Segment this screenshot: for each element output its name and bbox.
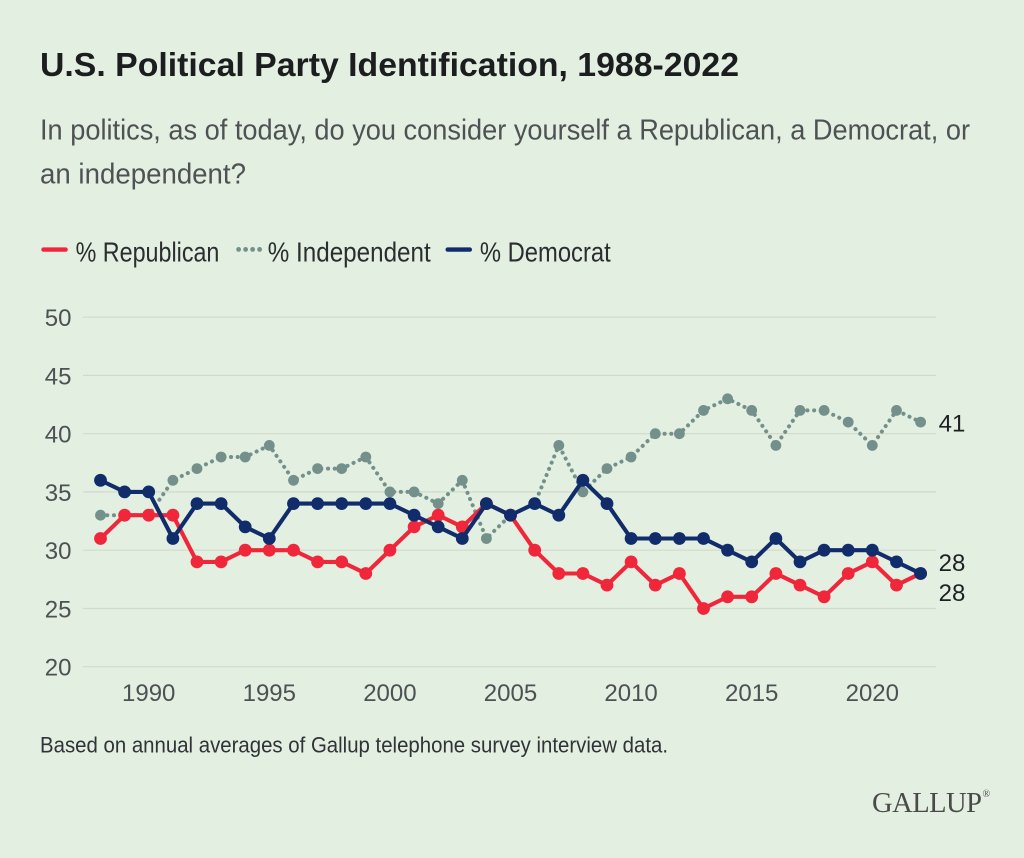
svg-text:1990: 1990 (122, 680, 175, 707)
svg-text:2020: 2020 (846, 680, 899, 707)
svg-text:20: 20 (45, 655, 72, 682)
svg-text:2015: 2015 (725, 680, 778, 707)
svg-text:1995: 1995 (243, 680, 296, 707)
svg-text:28: 28 (939, 550, 966, 577)
svg-text:an independent?: an independent? (40, 159, 246, 191)
svg-text:Based on annual averages of Ga: Based on annual averages of Gallup telep… (40, 733, 668, 758)
svg-text:45: 45 (45, 363, 72, 390)
svg-text:In politics, as of today, do y: In politics, as of today, do you conside… (40, 115, 970, 147)
svg-text:28: 28 (939, 580, 966, 607)
svg-text:2010: 2010 (604, 680, 657, 707)
svg-text:2000: 2000 (363, 680, 416, 707)
svg-text:25: 25 (45, 597, 72, 624)
svg-text:30: 30 (45, 538, 72, 565)
svg-text:2005: 2005 (484, 680, 537, 707)
svg-text:% Republican: % Republican (76, 236, 220, 267)
svg-text:U.S. Political Party Identific: U.S. Political Party Identification, 198… (40, 47, 739, 84)
svg-text:40: 40 (45, 422, 72, 449)
svg-text:% Democrat: % Democrat (480, 236, 611, 267)
svg-text:50: 50 (45, 305, 72, 332)
svg-text:GALLUP: GALLUP (872, 788, 982, 819)
svg-text:®: ® (983, 789, 991, 800)
svg-text:41: 41 (939, 411, 966, 438)
svg-text:% Independent: % Independent (268, 236, 431, 267)
svg-text:35: 35 (45, 480, 72, 507)
